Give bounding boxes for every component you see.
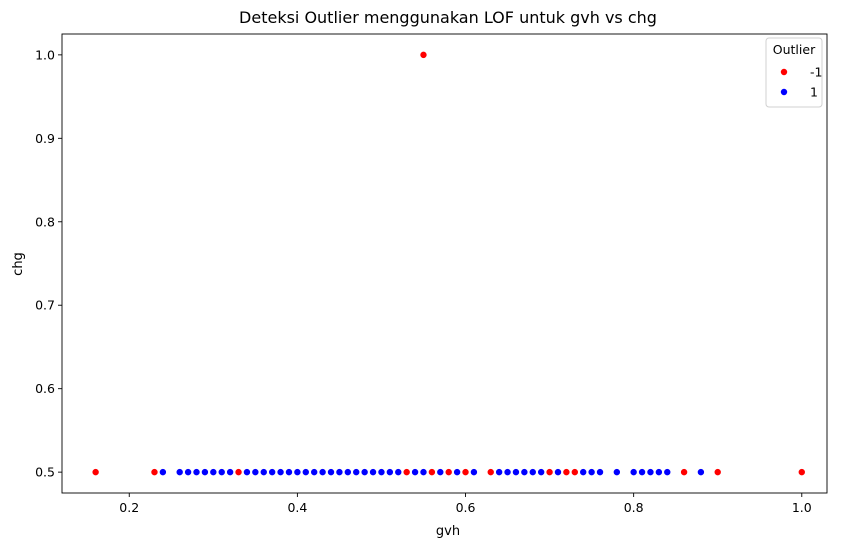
data-point bbox=[385, 468, 394, 477]
x-tick-label: 0.4 bbox=[287, 500, 307, 515]
x-tick-label: 0.2 bbox=[119, 500, 139, 515]
x-tick-label: 1.0 bbox=[792, 500, 812, 515]
data-point bbox=[150, 468, 159, 477]
data-point bbox=[411, 468, 420, 477]
axes: 0.2 0.4 0.6 0.8 1.0 0.5 0.6 0.7 0.8 0.9 1.0 bbox=[35, 33, 828, 515]
data-point bbox=[537, 468, 546, 477]
data-point bbox=[242, 468, 251, 477]
data-point bbox=[318, 468, 327, 477]
data-point bbox=[638, 468, 647, 477]
data-point bbox=[234, 468, 243, 477]
data-point bbox=[327, 468, 336, 477]
data-point bbox=[293, 468, 302, 477]
x-axis-label: gvh bbox=[436, 524, 460, 539]
data-point bbox=[310, 468, 319, 477]
data-point bbox=[612, 468, 621, 477]
plot-frame bbox=[61, 33, 828, 494]
x-tick-label: 0.6 bbox=[456, 500, 476, 515]
data-point bbox=[528, 468, 537, 477]
data-point bbox=[427, 468, 436, 477]
legend: Outlier -1 1 bbox=[765, 37, 823, 108]
data-point bbox=[646, 468, 655, 477]
data-point bbox=[587, 468, 596, 477]
data-point bbox=[797, 468, 806, 477]
data-point bbox=[713, 468, 722, 477]
y-tick-label: 0.9 bbox=[35, 131, 55, 146]
x-tick-label: 0.8 bbox=[624, 500, 644, 515]
data-point bbox=[276, 468, 285, 477]
data-point bbox=[562, 468, 571, 477]
data-point bbox=[402, 468, 411, 477]
y-axis-label: chg bbox=[11, 252, 26, 276]
data-point bbox=[226, 468, 235, 477]
data-point bbox=[419, 468, 428, 477]
data-point bbox=[444, 468, 453, 477]
data-point bbox=[394, 468, 403, 477]
y-tick-label: 0.6 bbox=[35, 381, 55, 396]
data-point bbox=[259, 468, 268, 477]
data-point bbox=[461, 468, 470, 477]
data-point bbox=[596, 468, 605, 477]
data-point bbox=[91, 468, 100, 477]
data-point bbox=[579, 468, 588, 477]
data-point bbox=[158, 468, 167, 477]
data-point bbox=[495, 468, 504, 477]
data-point bbox=[200, 468, 209, 477]
y-tick-label: 0.8 bbox=[35, 214, 55, 229]
legend-label: 1 bbox=[810, 85, 818, 100]
chart-title: Deteksi Outlier menggunakan LOF untuk gv… bbox=[239, 8, 657, 27]
data-point bbox=[553, 468, 562, 477]
data-point bbox=[503, 468, 512, 477]
data-point bbox=[486, 468, 495, 477]
data-point bbox=[436, 468, 445, 477]
data-point bbox=[520, 468, 529, 477]
data-point bbox=[545, 468, 554, 477]
data-point bbox=[696, 468, 705, 477]
data-point bbox=[680, 468, 689, 477]
data-point bbox=[251, 468, 260, 477]
data-point bbox=[654, 468, 663, 477]
legend-label: -1 bbox=[810, 65, 822, 80]
y-tick-label: 0.5 bbox=[35, 465, 55, 480]
data-point bbox=[570, 468, 579, 477]
data-point bbox=[175, 468, 184, 477]
data-point bbox=[663, 468, 672, 477]
plot-area bbox=[91, 50, 806, 477]
data-point bbox=[301, 468, 310, 477]
data-point bbox=[629, 468, 638, 477]
data-point bbox=[217, 468, 226, 477]
data-point bbox=[360, 468, 369, 477]
data-point bbox=[209, 468, 218, 477]
y-tick-label: 0.7 bbox=[35, 298, 55, 313]
data-point bbox=[284, 468, 293, 477]
data-point bbox=[184, 468, 193, 477]
data-point bbox=[343, 468, 352, 477]
data-point bbox=[469, 468, 478, 477]
legend-title: Outlier bbox=[773, 42, 816, 57]
data-point bbox=[192, 468, 201, 477]
data-point bbox=[377, 468, 386, 477]
data-point bbox=[369, 468, 378, 477]
data-point bbox=[419, 50, 428, 59]
legend-marker bbox=[780, 68, 789, 77]
data-point bbox=[352, 468, 361, 477]
legend-box bbox=[765, 37, 823, 108]
y-tick-label: 1.0 bbox=[35, 47, 55, 62]
data-point bbox=[511, 468, 520, 477]
data-point bbox=[335, 468, 344, 477]
data-point bbox=[453, 468, 462, 477]
data-point bbox=[268, 468, 277, 477]
legend-marker bbox=[780, 88, 789, 97]
